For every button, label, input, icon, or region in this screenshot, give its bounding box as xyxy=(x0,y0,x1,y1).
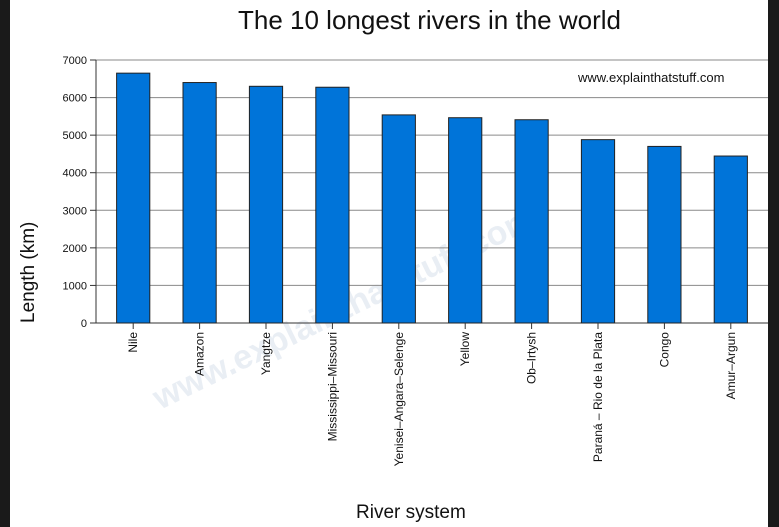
bar xyxy=(448,117,483,324)
y-tick-label: 7000 xyxy=(63,55,87,67)
bar xyxy=(248,85,284,324)
y-tick-label: 0 xyxy=(81,318,87,330)
chart-title: The 10 longest rivers in the world xyxy=(238,5,621,35)
x-category-label: Amazon xyxy=(193,332,207,376)
bar xyxy=(647,145,682,324)
bar xyxy=(182,82,217,324)
y-tick-label: 6000 xyxy=(63,93,87,105)
x-category-label: Paraná – Rio de la Plata xyxy=(591,332,605,462)
x-category-label: Yenisei–Angara–Selenge xyxy=(392,332,406,467)
y-tick-label: 4000 xyxy=(63,168,87,180)
bar xyxy=(381,114,416,324)
y-tick-label: 3000 xyxy=(63,205,87,217)
bar xyxy=(116,72,151,324)
bar xyxy=(315,86,350,324)
x-category-label: Ob–Irtysh xyxy=(525,332,539,384)
bar xyxy=(713,155,748,324)
chart-card: www.explainthatstuff.com The 10 longest … xyxy=(10,0,768,527)
x-category-label: Congo xyxy=(657,332,671,368)
x-category-label: Nile xyxy=(126,332,140,353)
y-axis-label: Length (km) xyxy=(18,222,39,323)
y-tick-label: 1000 xyxy=(63,280,87,292)
x-category-label: Yellow xyxy=(458,332,472,367)
x-category-label: Mississippi–Missouri xyxy=(325,332,339,441)
y-tick-label: 5000 xyxy=(63,130,87,142)
bar-chart: www.explainthatstuff.com The 10 longest … xyxy=(18,5,768,523)
y-tick-label: 2000 xyxy=(63,243,87,255)
x-category-label: Yangtze xyxy=(259,332,273,375)
bar xyxy=(580,139,616,324)
source-note: www.explainthatstuff.com xyxy=(577,70,724,85)
bar xyxy=(514,119,549,324)
x-category-label: Amur–Argun xyxy=(724,332,738,399)
x-axis-label: River system xyxy=(356,502,466,523)
